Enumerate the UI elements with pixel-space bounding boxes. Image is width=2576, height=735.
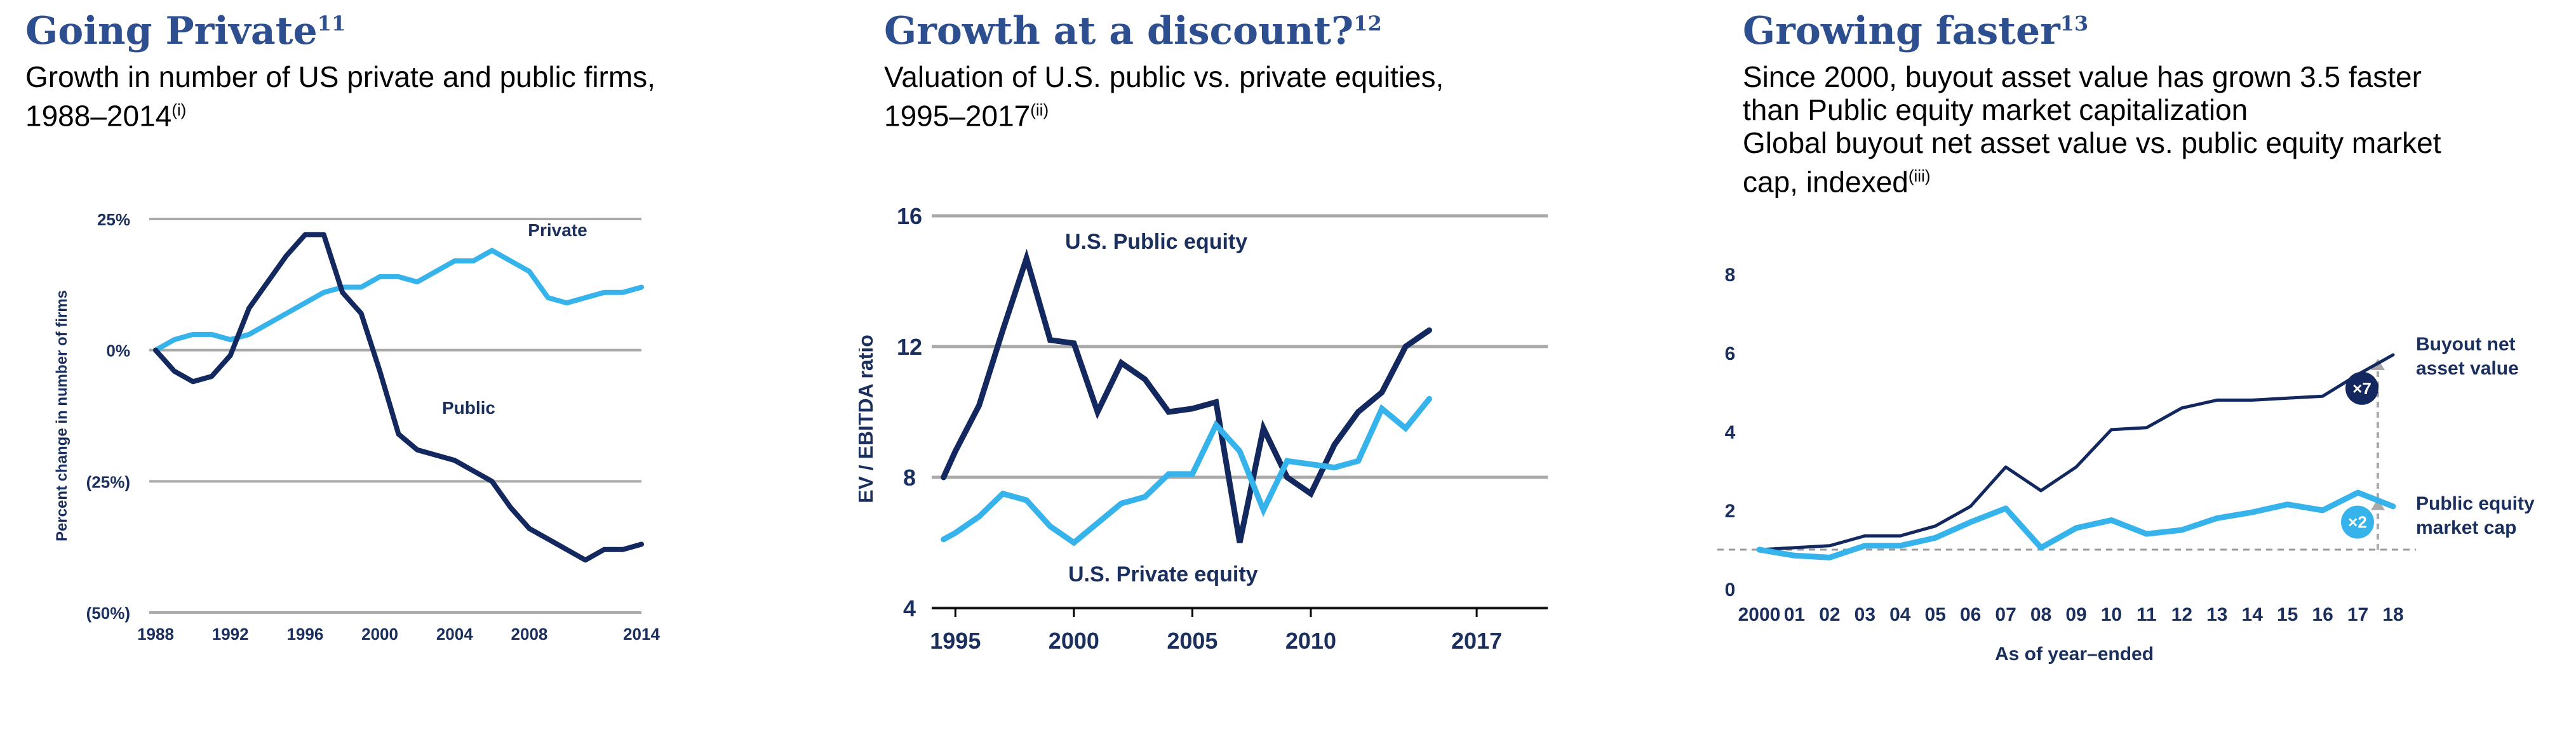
x-tick-label: 2014 bbox=[623, 625, 660, 644]
x-tick-label: 1988 bbox=[137, 625, 174, 644]
y-axis-label: Percent change in number of firms bbox=[53, 290, 70, 541]
x-tick-label: 15 bbox=[2277, 604, 2298, 625]
x-tick-label: 03 bbox=[1855, 604, 1875, 625]
series-line-public bbox=[153, 232, 644, 563]
x-tick-label: 17 bbox=[2347, 604, 2368, 625]
y-tick-label: (50%) bbox=[86, 604, 130, 623]
y-tick-label: 0% bbox=[106, 341, 130, 361]
x-axis-label: As of year–ended bbox=[1995, 644, 2154, 665]
series-line-private bbox=[153, 248, 644, 353]
series-line-private-equity bbox=[941, 395, 1432, 546]
x-tick-label: 04 bbox=[1889, 604, 1911, 625]
panel-growing-faster: Growing faster13 Since 2000, buyout asse… bbox=[1717, 0, 2576, 735]
y-tick-label: 8 bbox=[1725, 265, 1736, 286]
x-tick-label: 2004 bbox=[436, 625, 473, 644]
x-tick-label: 10 bbox=[2101, 604, 2122, 625]
panel-subtitle: Valuation of U.S. public vs. private equ… bbox=[884, 60, 1444, 133]
x-tick-label: 14 bbox=[2242, 604, 2264, 625]
y-tick-label: 4 bbox=[903, 595, 916, 621]
x-tick-label: 18 bbox=[2382, 604, 2403, 625]
x-tick-label: 01 bbox=[1784, 604, 1805, 625]
series-label-private-equity: U.S. Private equity bbox=[1068, 562, 1258, 586]
y-tick-label: 12 bbox=[897, 334, 922, 360]
multiple-badge-label: ×7 bbox=[2352, 379, 2371, 398]
x-tick-label: 02 bbox=[1819, 604, 1840, 625]
chart-private-vs-public-firms: 25% 0% (25%) (50%) 1988 1992 1996 2000 2004 2008 2… bbox=[53, 210, 660, 644]
x-tick-label: 2000 bbox=[1738, 604, 1781, 625]
panel-going-private: Going Private11 Growth in number of US p… bbox=[0, 0, 859, 735]
x-tick-label: 07 bbox=[1995, 604, 2016, 625]
x-tick-label: 13 bbox=[2206, 604, 2227, 625]
series-label-public-equity: Public equity bbox=[2416, 493, 2535, 514]
x-tick-label: 2010 bbox=[1285, 628, 1336, 654]
x-tick-label: 12 bbox=[2171, 604, 2192, 625]
multiple-badge bbox=[2345, 371, 2378, 405]
x-tick-label: 16 bbox=[2312, 604, 2333, 625]
panel-growth-at-a-discount: Growth at a discount?12 Valuation of U.S… bbox=[859, 0, 1717, 735]
y-tick-label: 2 bbox=[1725, 501, 1736, 522]
multiple-badge-label: ×2 bbox=[2348, 513, 2367, 532]
panel-subtitle: Since 2000, buyout asset value has grown… bbox=[1743, 60, 2441, 199]
series-label-public-equity: U.S. Public equity bbox=[1065, 230, 1247, 254]
x-tick-label: 2008 bbox=[511, 625, 548, 644]
series-label-buyout: Buyout net bbox=[2416, 334, 2516, 355]
series-label-public-equity: market cap bbox=[2416, 517, 2516, 538]
chart-ev-ebitda: 4 8 12 16 1995 2000 2005 2010 2017 EV / EBITDA ra… bbox=[859, 203, 1548, 654]
x-tick-label: 2000 bbox=[1049, 628, 1099, 654]
series-label-private: Private bbox=[528, 220, 587, 240]
series-line-buyout bbox=[1757, 353, 2395, 552]
x-tick-label: 1992 bbox=[212, 625, 249, 644]
series-label-public: Public bbox=[442, 398, 495, 418]
panel-title: Growing faster13 bbox=[1743, 9, 2089, 53]
x-tick-label: 1996 bbox=[286, 625, 323, 644]
y-tick-label: 4 bbox=[1725, 422, 1736, 443]
x-tick-label: 2005 bbox=[1167, 628, 1218, 654]
y-tick-label: (25%) bbox=[86, 472, 130, 491]
x-tick-label: 2017 bbox=[1451, 628, 1502, 654]
x-tick-label: 08 bbox=[2030, 604, 2051, 625]
y-tick-label: 16 bbox=[897, 203, 922, 229]
panel-title: Going Private11 bbox=[25, 9, 346, 53]
panel-subtitle: Growth in number of US private and publi… bbox=[25, 60, 655, 133]
series-line-public-equity bbox=[1756, 489, 2396, 560]
panel-title: Growth at a discount?12 bbox=[884, 9, 1382, 53]
x-tick-label: 11 bbox=[2137, 604, 2157, 625]
series-label-buyout: asset value bbox=[2416, 358, 2519, 379]
y-tick-label: 25% bbox=[97, 210, 130, 229]
multiple-badge bbox=[2341, 505, 2374, 539]
y-tick-label: 0 bbox=[1725, 579, 1736, 600]
x-tick-label: 09 bbox=[2065, 604, 2086, 625]
x-tick-label: 2000 bbox=[361, 625, 398, 644]
y-tick-label: 6 bbox=[1725, 343, 1736, 364]
growth-arrow-head bbox=[2371, 498, 2385, 510]
series-line-public-equity bbox=[941, 248, 1432, 543]
y-axis-label: EV / EBITDA ratio bbox=[859, 334, 877, 503]
x-tick-label: 05 bbox=[1925, 604, 1946, 625]
x-tick-label: 06 bbox=[1960, 604, 1981, 625]
y-tick-label: 8 bbox=[903, 465, 916, 491]
x-tick-label: 1995 bbox=[930, 628, 981, 654]
